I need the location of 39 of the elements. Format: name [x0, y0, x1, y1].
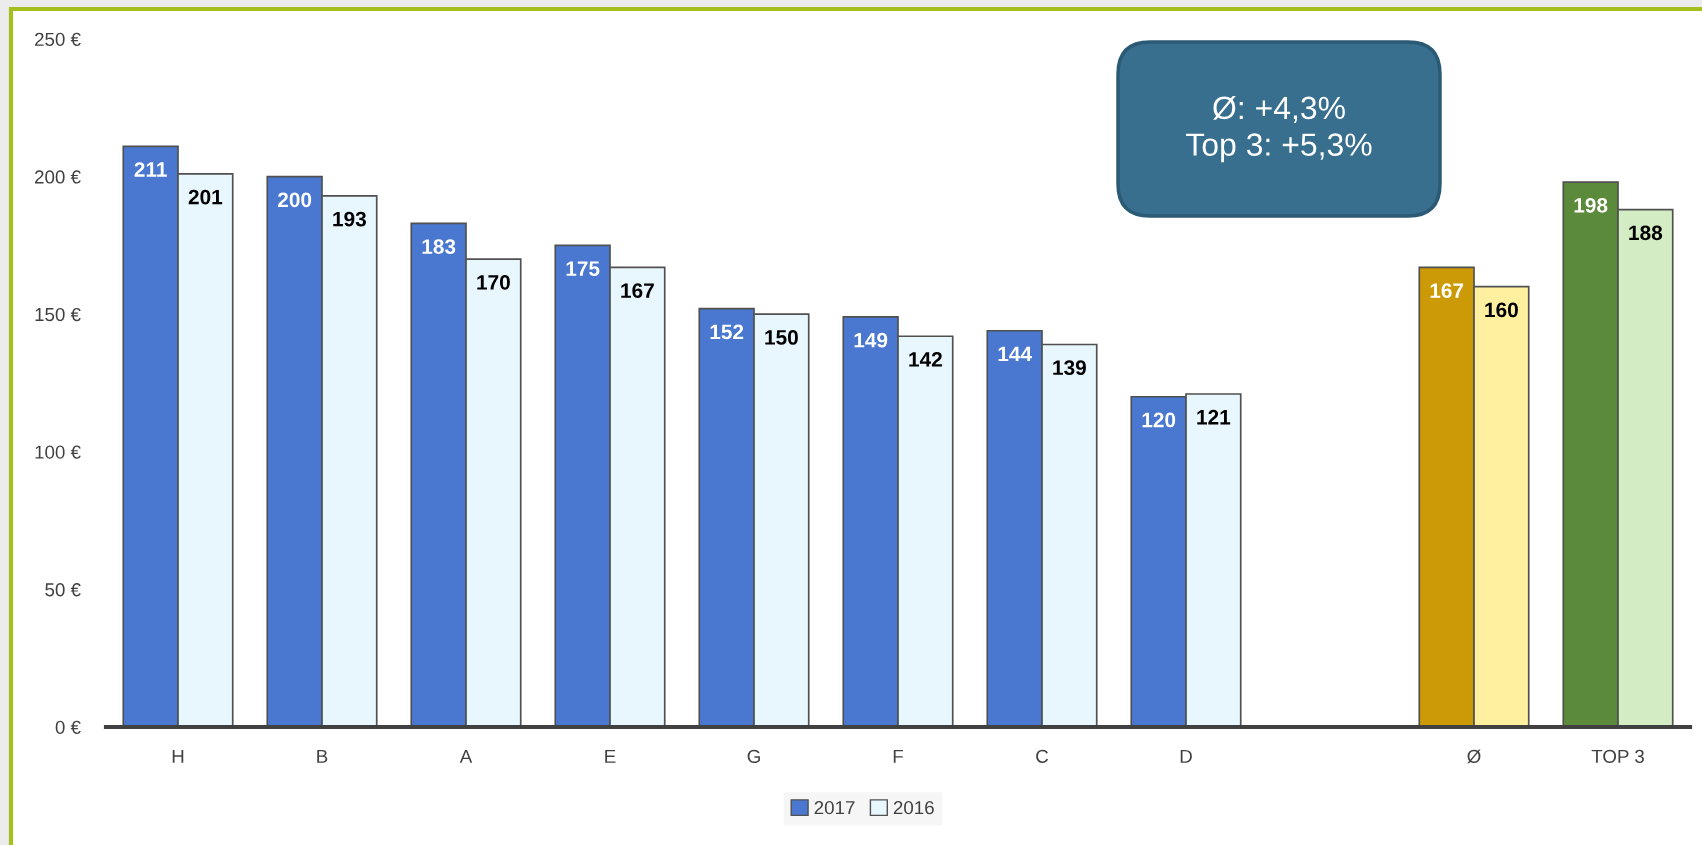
- data-label: 152: [710, 324, 744, 340]
- data-label: 167: [1430, 283, 1464, 298]
- y-tick-label: 0 €: [55, 720, 81, 734]
- data-label: 139: [1053, 360, 1086, 376]
- data-label: 144: [998, 346, 1032, 362]
- data-label: 142: [909, 352, 942, 367]
- y-tick-label: 250 €: [35, 32, 81, 46]
- data-label: 175: [566, 261, 600, 276]
- data-label: 183: [422, 239, 456, 254]
- data-label: 121: [1197, 409, 1231, 425]
- x-tick-label: B: [317, 749, 328, 763]
- data-label: 150: [765, 330, 798, 345]
- data-label: 167: [621, 283, 654, 298]
- x-tick-label: C: [1036, 749, 1049, 763]
- annotation: Ø: +4,3% Top 3: +5,3%: [1186, 96, 1372, 163]
- legend-label: 2016: [893, 801, 934, 815]
- data-label: 211: [134, 162, 167, 177]
- data-label: 198: [1574, 197, 1608, 213]
- y-tick-label: 100 €: [35, 445, 81, 459]
- x-tick-label: F: [893, 749, 903, 763]
- data-label: 201: [188, 189, 223, 205]
- y-tick-label: 50 €: [45, 583, 81, 597]
- x-tick-label: E: [605, 749, 616, 763]
- data-label: 160: [1485, 302, 1518, 318]
- data-label: 188: [1629, 225, 1663, 241]
- data-label: 193: [333, 211, 366, 227]
- data-label: 149: [854, 332, 888, 348]
- x-tick-label: D: [1180, 749, 1192, 763]
- x-tick-label: TOP 3: [1591, 749, 1644, 763]
- x-tick-label: A: [459, 749, 473, 763]
- data-label: 200: [277, 192, 312, 208]
- data-label: 170: [477, 274, 510, 290]
- y-tick-label: 200 €: [35, 170, 81, 184]
- x-tick-label: H: [172, 749, 184, 763]
- y-tick-label: 150 €: [35, 307, 81, 322]
- x-tick-label: Ø: [1467, 749, 1481, 764]
- data-label: 120: [1142, 412, 1176, 428]
- x-tick-label: G: [747, 749, 760, 763]
- legend-label: 2017: [814, 801, 855, 815]
